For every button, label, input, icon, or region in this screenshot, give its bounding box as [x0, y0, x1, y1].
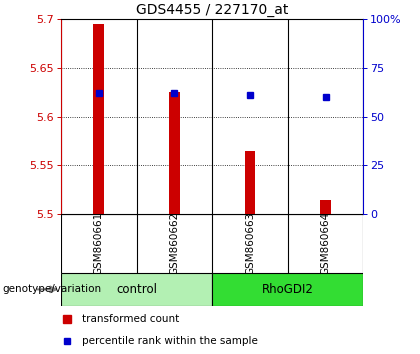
Text: GSM860661: GSM860661: [94, 212, 104, 275]
Title: GDS4455 / 227170_at: GDS4455 / 227170_at: [136, 3, 288, 17]
Bar: [244, 151, 255, 214]
Bar: [320, 200, 331, 214]
Text: percentile rank within the sample: percentile rank within the sample: [82, 336, 258, 346]
Bar: [212, 273, 363, 306]
Text: transformed count: transformed count: [82, 314, 179, 325]
Bar: [61, 273, 212, 306]
Text: genotype/variation: genotype/variation: [2, 284, 101, 295]
Text: GSM860663: GSM860663: [245, 212, 255, 275]
Text: GSM860664: GSM860664: [320, 212, 331, 275]
Bar: [93, 24, 104, 214]
Bar: [169, 92, 180, 214]
Text: RhoGDI2: RhoGDI2: [262, 283, 314, 296]
Text: GSM860662: GSM860662: [169, 212, 179, 275]
Text: control: control: [116, 283, 157, 296]
